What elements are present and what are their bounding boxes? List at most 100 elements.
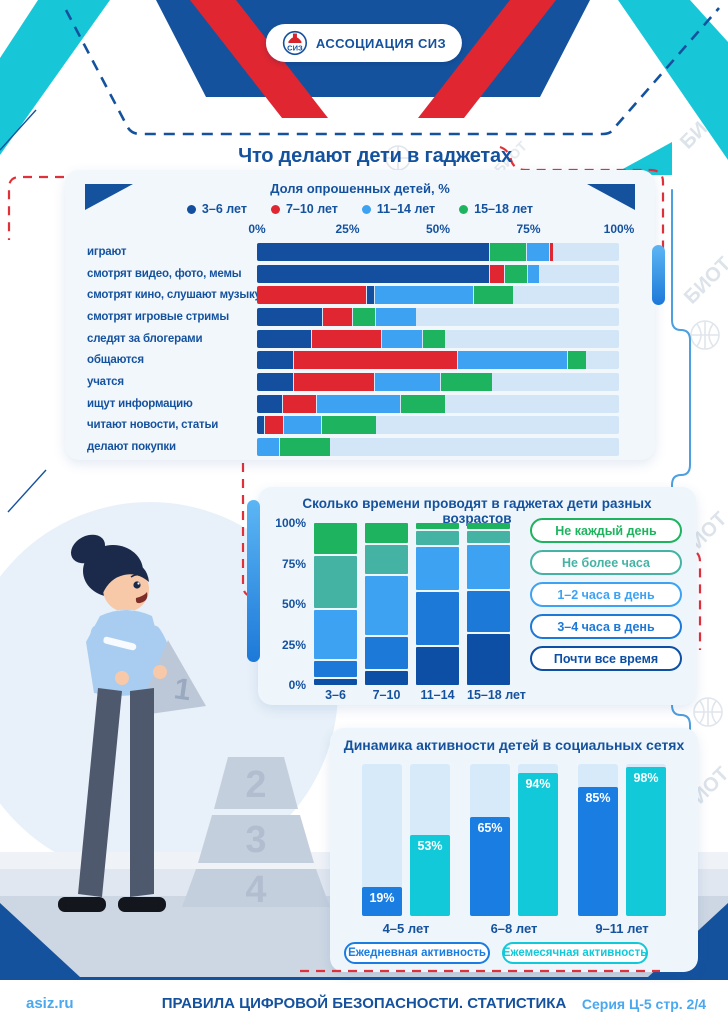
column-segment xyxy=(314,661,357,677)
bar-track: 19% xyxy=(362,764,402,916)
bar-value-label: 94% xyxy=(525,777,551,792)
bar: 53% xyxy=(410,835,450,916)
column-segment xyxy=(416,592,459,645)
red-stripe-left xyxy=(190,0,328,118)
chart-row: играют xyxy=(65,241,655,263)
bar-track: 85% xyxy=(578,764,618,916)
blue-side-line xyxy=(671,189,691,861)
bar: 98% xyxy=(626,767,666,916)
chart-row: учатся xyxy=(65,371,655,393)
chart-row: смотрят кино, слушают музыку xyxy=(65,284,655,306)
chart-row: следят за блогерами xyxy=(65,328,655,350)
cyan-band-left xyxy=(0,0,110,155)
column-segment xyxy=(314,523,357,554)
x-tick-label: 100% xyxy=(603,222,635,236)
legend-label: 3–6 лет xyxy=(201,202,247,216)
siz-emblem-icon: СИЗ xyxy=(282,30,308,56)
bar-segment xyxy=(257,307,323,326)
x-tick-label: 25% xyxy=(335,222,360,236)
legend-pill: 1–2 часа в день xyxy=(530,582,682,607)
shoe-left xyxy=(58,897,106,912)
bar-value-label: 19% xyxy=(369,891,395,906)
chart-row: общаются xyxy=(65,349,655,371)
bar-segment xyxy=(366,286,374,305)
row-label: общаются xyxy=(87,354,144,367)
bar: 19% xyxy=(362,887,402,916)
y-tick-label: 75% xyxy=(281,556,306,571)
y-tick-label: 50% xyxy=(281,597,306,611)
bar-track xyxy=(257,372,619,391)
column-segment xyxy=(467,523,510,530)
panel-social-activity: Динамика активности детей в социальных с… xyxy=(330,728,698,972)
bar-track xyxy=(257,394,619,413)
x-category-label: 7–10 xyxy=(372,688,401,702)
column-segment xyxy=(467,634,510,685)
bar-segment xyxy=(279,438,331,457)
bar-value-label: 85% xyxy=(585,790,611,805)
column-segment xyxy=(467,531,510,544)
x-category-label: 9–11 лет xyxy=(595,921,649,936)
bar: 65% xyxy=(470,817,510,916)
bar-value-label: 65% xyxy=(477,821,503,836)
legend-dot-icon xyxy=(186,204,196,214)
bar-segment xyxy=(284,416,321,435)
legend-item: 11–14 лет xyxy=(361,202,435,216)
column-segment xyxy=(314,678,357,685)
corner-flag-icon xyxy=(587,184,635,210)
bar-segment xyxy=(257,438,279,457)
bar-segment xyxy=(257,416,265,435)
row-label: читают новости, статьи xyxy=(87,419,219,432)
header-banner xyxy=(0,0,728,513)
bar-segment xyxy=(374,286,473,305)
leg-left xyxy=(78,688,122,897)
bar-segment xyxy=(549,242,554,261)
bar-segment xyxy=(473,286,514,305)
shoe-right xyxy=(118,897,166,912)
chart-row: смотрят игровые стримы xyxy=(65,306,655,328)
bar-segment xyxy=(489,264,505,283)
stacked-column xyxy=(416,523,459,685)
column-segment xyxy=(467,545,510,589)
column-segment xyxy=(314,610,357,660)
y-tick-label: 100% xyxy=(275,516,306,530)
bar: 85% xyxy=(578,786,618,916)
stacked-column xyxy=(467,523,510,685)
bar-segment xyxy=(257,242,489,261)
bar-segment xyxy=(374,372,440,391)
blue-tab-decor xyxy=(652,245,665,305)
navy-accent-lines xyxy=(0,109,47,513)
chart1-title: Что делают дети в гаджетах xyxy=(238,145,512,167)
bar-track xyxy=(257,416,619,435)
bar: 94% xyxy=(518,773,558,916)
logo-label: АССОЦИАЦИЯ СИЗ xyxy=(315,35,447,51)
svg-text:СИЗ: СИЗ xyxy=(287,44,303,53)
chart3-x-labels: 4–5 лет 6–8 лет 9–11 лет xyxy=(362,921,666,936)
row-label: смотрят кино, слушают музыку xyxy=(87,289,261,302)
bar-segment xyxy=(440,372,492,391)
bar-segment xyxy=(567,351,586,370)
corner-triangle-left xyxy=(0,903,80,977)
bar-segment xyxy=(257,394,283,413)
bar-segment xyxy=(505,264,527,283)
site-link[interactable]: asiz.ru xyxy=(26,995,74,1012)
corner-flag-icon xyxy=(85,184,133,210)
mouth xyxy=(135,592,148,604)
bar-segment xyxy=(375,307,416,326)
chart2-legend: Не каждый день Не более часа 1–2 часа в де… xyxy=(530,518,682,671)
legend-item: 3–6 лет xyxy=(186,202,247,216)
leg-right xyxy=(130,688,154,897)
bar-track xyxy=(257,351,619,370)
bar-segment xyxy=(283,394,316,413)
footer-rule xyxy=(0,977,728,980)
bar-group: 65% 94% xyxy=(470,764,558,916)
bar-segment xyxy=(353,307,375,326)
legend-pill: 3–4 часа в день xyxy=(530,614,682,639)
x-category-label: 11–14 xyxy=(420,688,455,702)
bar-track xyxy=(257,286,619,305)
red-stripe-right xyxy=(418,0,556,118)
footer-title: ПРАВИЛА ЦИФРОВОЙ БЕЗОПАСНОСТИ. СТАТИСТИК… xyxy=(161,995,567,1012)
pyramid-level-4: 4 xyxy=(245,869,266,911)
panel-activities: Доля опрошенных детей, % 3–6 лет 7–10 лет… xyxy=(65,170,655,460)
pyramid-level-2: 2 xyxy=(245,764,266,806)
